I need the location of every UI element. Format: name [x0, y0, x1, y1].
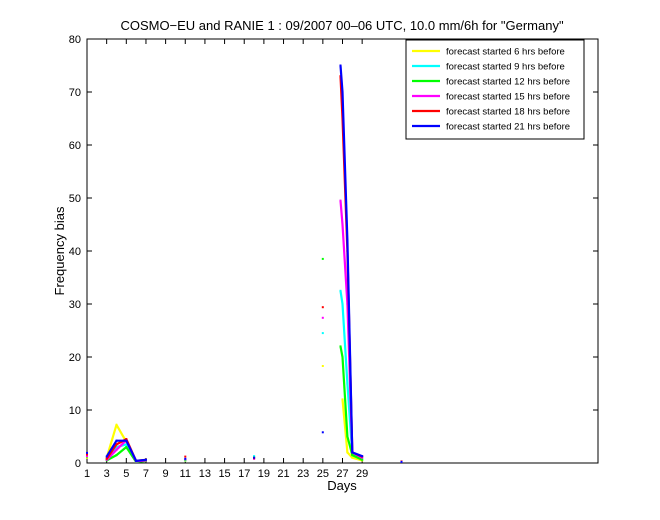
data-point [361, 455, 364, 458]
data-point [253, 455, 256, 458]
data-point [341, 303, 344, 305]
data-point [86, 456, 88, 459]
data-point [361, 456, 364, 459]
y-tick-label: 80 [69, 34, 81, 46]
data-point [351, 456, 354, 459]
data-point [115, 443, 118, 446]
legend-box [405, 39, 585, 140]
x-tick-label: 17 [238, 468, 250, 480]
data-point [346, 451, 349, 454]
y-tick-label: 60 [69, 140, 81, 152]
data-point [346, 382, 349, 385]
y-axis-ticks: 0 10 20 30 40 50 60 70 80 [69, 34, 598, 470]
data-point [253, 456, 256, 459]
data-point [400, 460, 403, 463]
data-point [341, 356, 344, 358]
data-point [86, 453, 88, 456]
x-tick-label: 23 [297, 468, 309, 480]
data-point [321, 257, 324, 260]
legend-label: forecast started 6 hrs before [446, 47, 565, 58]
x-tick-label: 29 [356, 468, 368, 480]
data-point [184, 455, 187, 458]
data-point [125, 439, 128, 442]
x-tick-label: 27 [336, 468, 348, 480]
series-6 [86, 64, 403, 463]
y-tick-label: 70 [69, 87, 81, 99]
data-point [115, 439, 118, 442]
y-tick-label: 50 [69, 193, 81, 205]
data-point [115, 446, 118, 449]
x-tick-label: 3 [104, 468, 110, 480]
data-point [86, 455, 88, 458]
data-point [346, 239, 349, 242]
data-point [346, 435, 349, 438]
y-tick-label: 30 [69, 299, 81, 311]
data-point [86, 451, 88, 454]
data-point [341, 223, 344, 226]
series-layer [86, 64, 403, 463]
x-tick-label: 1 [84, 468, 90, 480]
chart-title: COSMO−EU and RANIE 1 : 09/2007 00–06 UTC… [120, 18, 564, 33]
data-point [339, 289, 342, 292]
y-tick-label: 10 [69, 405, 81, 417]
x-tick-label: 19 [258, 468, 270, 480]
data-point [115, 423, 118, 426]
y-tick-label: 20 [69, 352, 81, 364]
x-tick-label: 21 [277, 468, 289, 480]
data-point [321, 431, 324, 434]
x-tick-label: 25 [317, 468, 329, 480]
data-point [125, 438, 128, 441]
data-point [341, 398, 344, 401]
data-point [115, 454, 118, 457]
x-tick-label: 13 [199, 468, 211, 480]
data-point [184, 457, 187, 460]
data-point [321, 306, 324, 309]
data-point [125, 443, 128, 446]
y-tick-label: 40 [69, 246, 81, 258]
legend-label: forecast started 18 hrs before [446, 107, 570, 118]
y-axis-label: Frequency bias [52, 206, 67, 295]
data-point [339, 199, 342, 202]
legend: forecast started 6 hrs before forecast st… [405, 39, 585, 140]
series-line [341, 399, 363, 462]
legend-label: forecast started 15 hrs before [446, 92, 570, 103]
legend-label: forecast started 9 hrs before [446, 62, 565, 73]
legend-label: forecast started 12 hrs before [446, 77, 570, 88]
y-tick-label: 0 [75, 458, 81, 470]
data-point [321, 332, 324, 335]
data-point [125, 446, 128, 449]
data-point [351, 454, 354, 457]
data-point [105, 457, 108, 460]
x-axis-label: Days [327, 478, 357, 493]
legend-label: forecast started 21 hrs before [446, 122, 570, 133]
data-point [145, 458, 147, 461]
data-point [115, 448, 118, 451]
x-tick-label: 11 [180, 468, 191, 480]
data-point [361, 458, 364, 461]
x-tick-label: 9 [163, 468, 169, 480]
data-point [351, 451, 354, 454]
x-tick-label: 15 [218, 468, 230, 480]
data-point [346, 303, 349, 305]
data-point [135, 459, 138, 462]
x-tick-label: 5 [123, 468, 129, 480]
data-point [339, 64, 342, 67]
data-point [105, 455, 108, 458]
data-point [321, 316, 324, 319]
data-point [321, 365, 324, 367]
x-tick-label: 7 [143, 468, 149, 480]
data-point [339, 345, 342, 348]
data-point [341, 91, 344, 93]
